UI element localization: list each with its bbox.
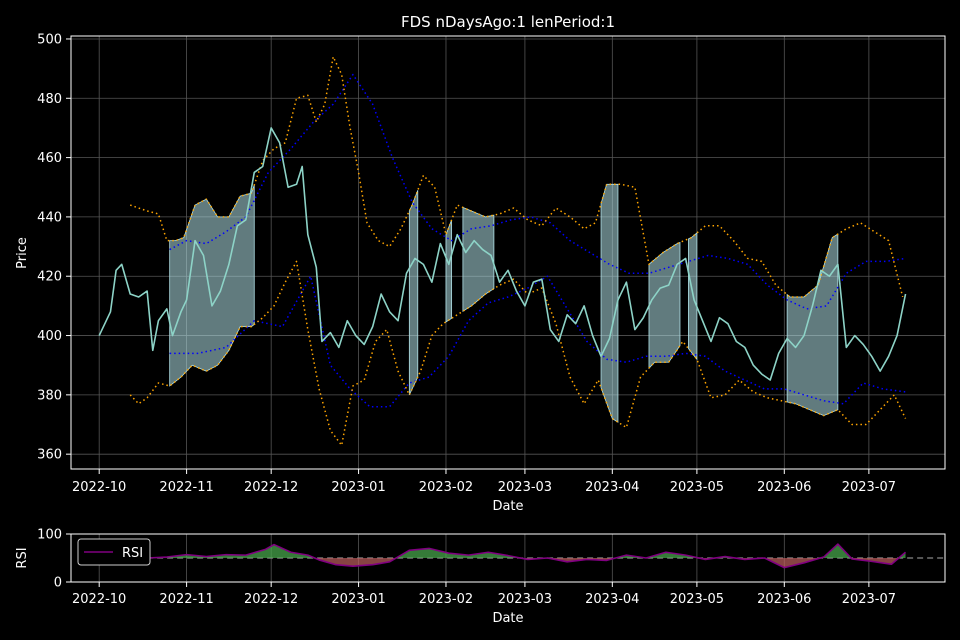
rsi-x-tick-label: 2023-04 [585,592,639,607]
price-x-tick-label: 2023-01 [331,480,385,495]
shaded-range [600,183,619,423]
price-y-tick-label: 380 [37,388,62,403]
price-y-tick-label: 440 [37,210,62,225]
price-x-tick-label: 2023-07 [842,480,896,495]
rsi-plot: 2022-10 2022-11 2022-12 2023-01 2023-02 2023-… [15,528,946,626]
ma-upper-line [169,73,906,310]
rsi-y-tick-label: 100 [37,528,62,543]
rsi-fill-above [398,548,520,558]
price-plot-frame [70,35,946,470]
price-x-tick-label: 2022-12 [244,480,298,495]
rsi-legend-label: RSI [122,546,143,561]
price-y-tick-label: 480 [37,92,62,107]
shaded-range [648,241,681,370]
rsi-plot-frame [70,533,946,583]
rsi-x-tick-label: 2023-05 [670,592,724,607]
rsi-x-tick-label: 2022-12 [244,592,298,607]
price-y-tick-label: 420 [37,270,62,285]
price-y-tick-label: 500 [37,32,62,47]
rsi-legend-box [77,538,151,566]
rsi-fill-above [147,544,314,558]
price-x-tick-label: 2022-11 [159,480,213,495]
price-x-tick-label: 2023-05 [670,480,724,495]
rsi-x-tick-label: 2023-03 [498,592,552,607]
chart-title: FDS nDaysAgo:1 lenPeriod:1 [401,13,615,31]
price-plot: 2022-10 2022-11 2022-12 2023-01 2023-02 2023-… [15,13,946,514]
rsi-x-tick-label: 2023-07 [842,592,896,607]
price-line [98,127,907,381]
price-x-tick-label: 2023-06 [757,480,811,495]
price-x-tick-label: 2023-03 [498,480,552,495]
price-y-ticks: 360 380 400 420 440 460 480 500 [37,32,71,463]
price-x-tick-label: 2023-02 [419,480,473,495]
rsi-x-tick-label: 2023-02 [419,592,473,607]
shaded-range [786,233,839,417]
rsi-x-tick-label: 2023-06 [757,592,811,607]
shaded-range [408,190,419,396]
rsi-y-ticks: 0 100 [37,528,71,591]
rsi-series-group [147,543,945,569]
price-y-tick-label: 400 [37,329,62,344]
price-series-group [98,56,907,447]
rsi-x-tick-label: 2022-11 [159,592,213,607]
rsi-x-ticks: 2022-10 2022-11 2022-12 2023-01 2023-02 2023-… [72,582,896,607]
rsi-fill-above [820,544,850,558]
rsi-y-tick-label: 0 [54,576,62,591]
price-x-tick-label: 2023-04 [585,480,639,495]
price-y-tick-label: 360 [37,448,62,463]
price-x-tick-label: 2022-10 [72,480,126,495]
shaded-range [445,219,453,323]
price-y-axis-label: Price [15,237,30,269]
rsi-line [147,543,907,569]
rsi-x-axis-label: Date [492,611,523,626]
price-x-ticks: 2022-10 2022-11 2022-12 2023-01 2023-02 2023-… [72,469,896,495]
price-x-axis-label: Date [492,499,523,514]
lower-envelope-line [129,260,907,447]
rsi-x-tick-label: 2022-10 [72,592,126,607]
rsi-x-tick-label: 2023-01 [331,592,385,607]
price-grid [71,36,945,469]
rsi-legend: RSI [77,538,151,566]
price-y-tick-label: 460 [37,151,62,166]
rsi-y-axis-label: RSI [15,547,30,568]
